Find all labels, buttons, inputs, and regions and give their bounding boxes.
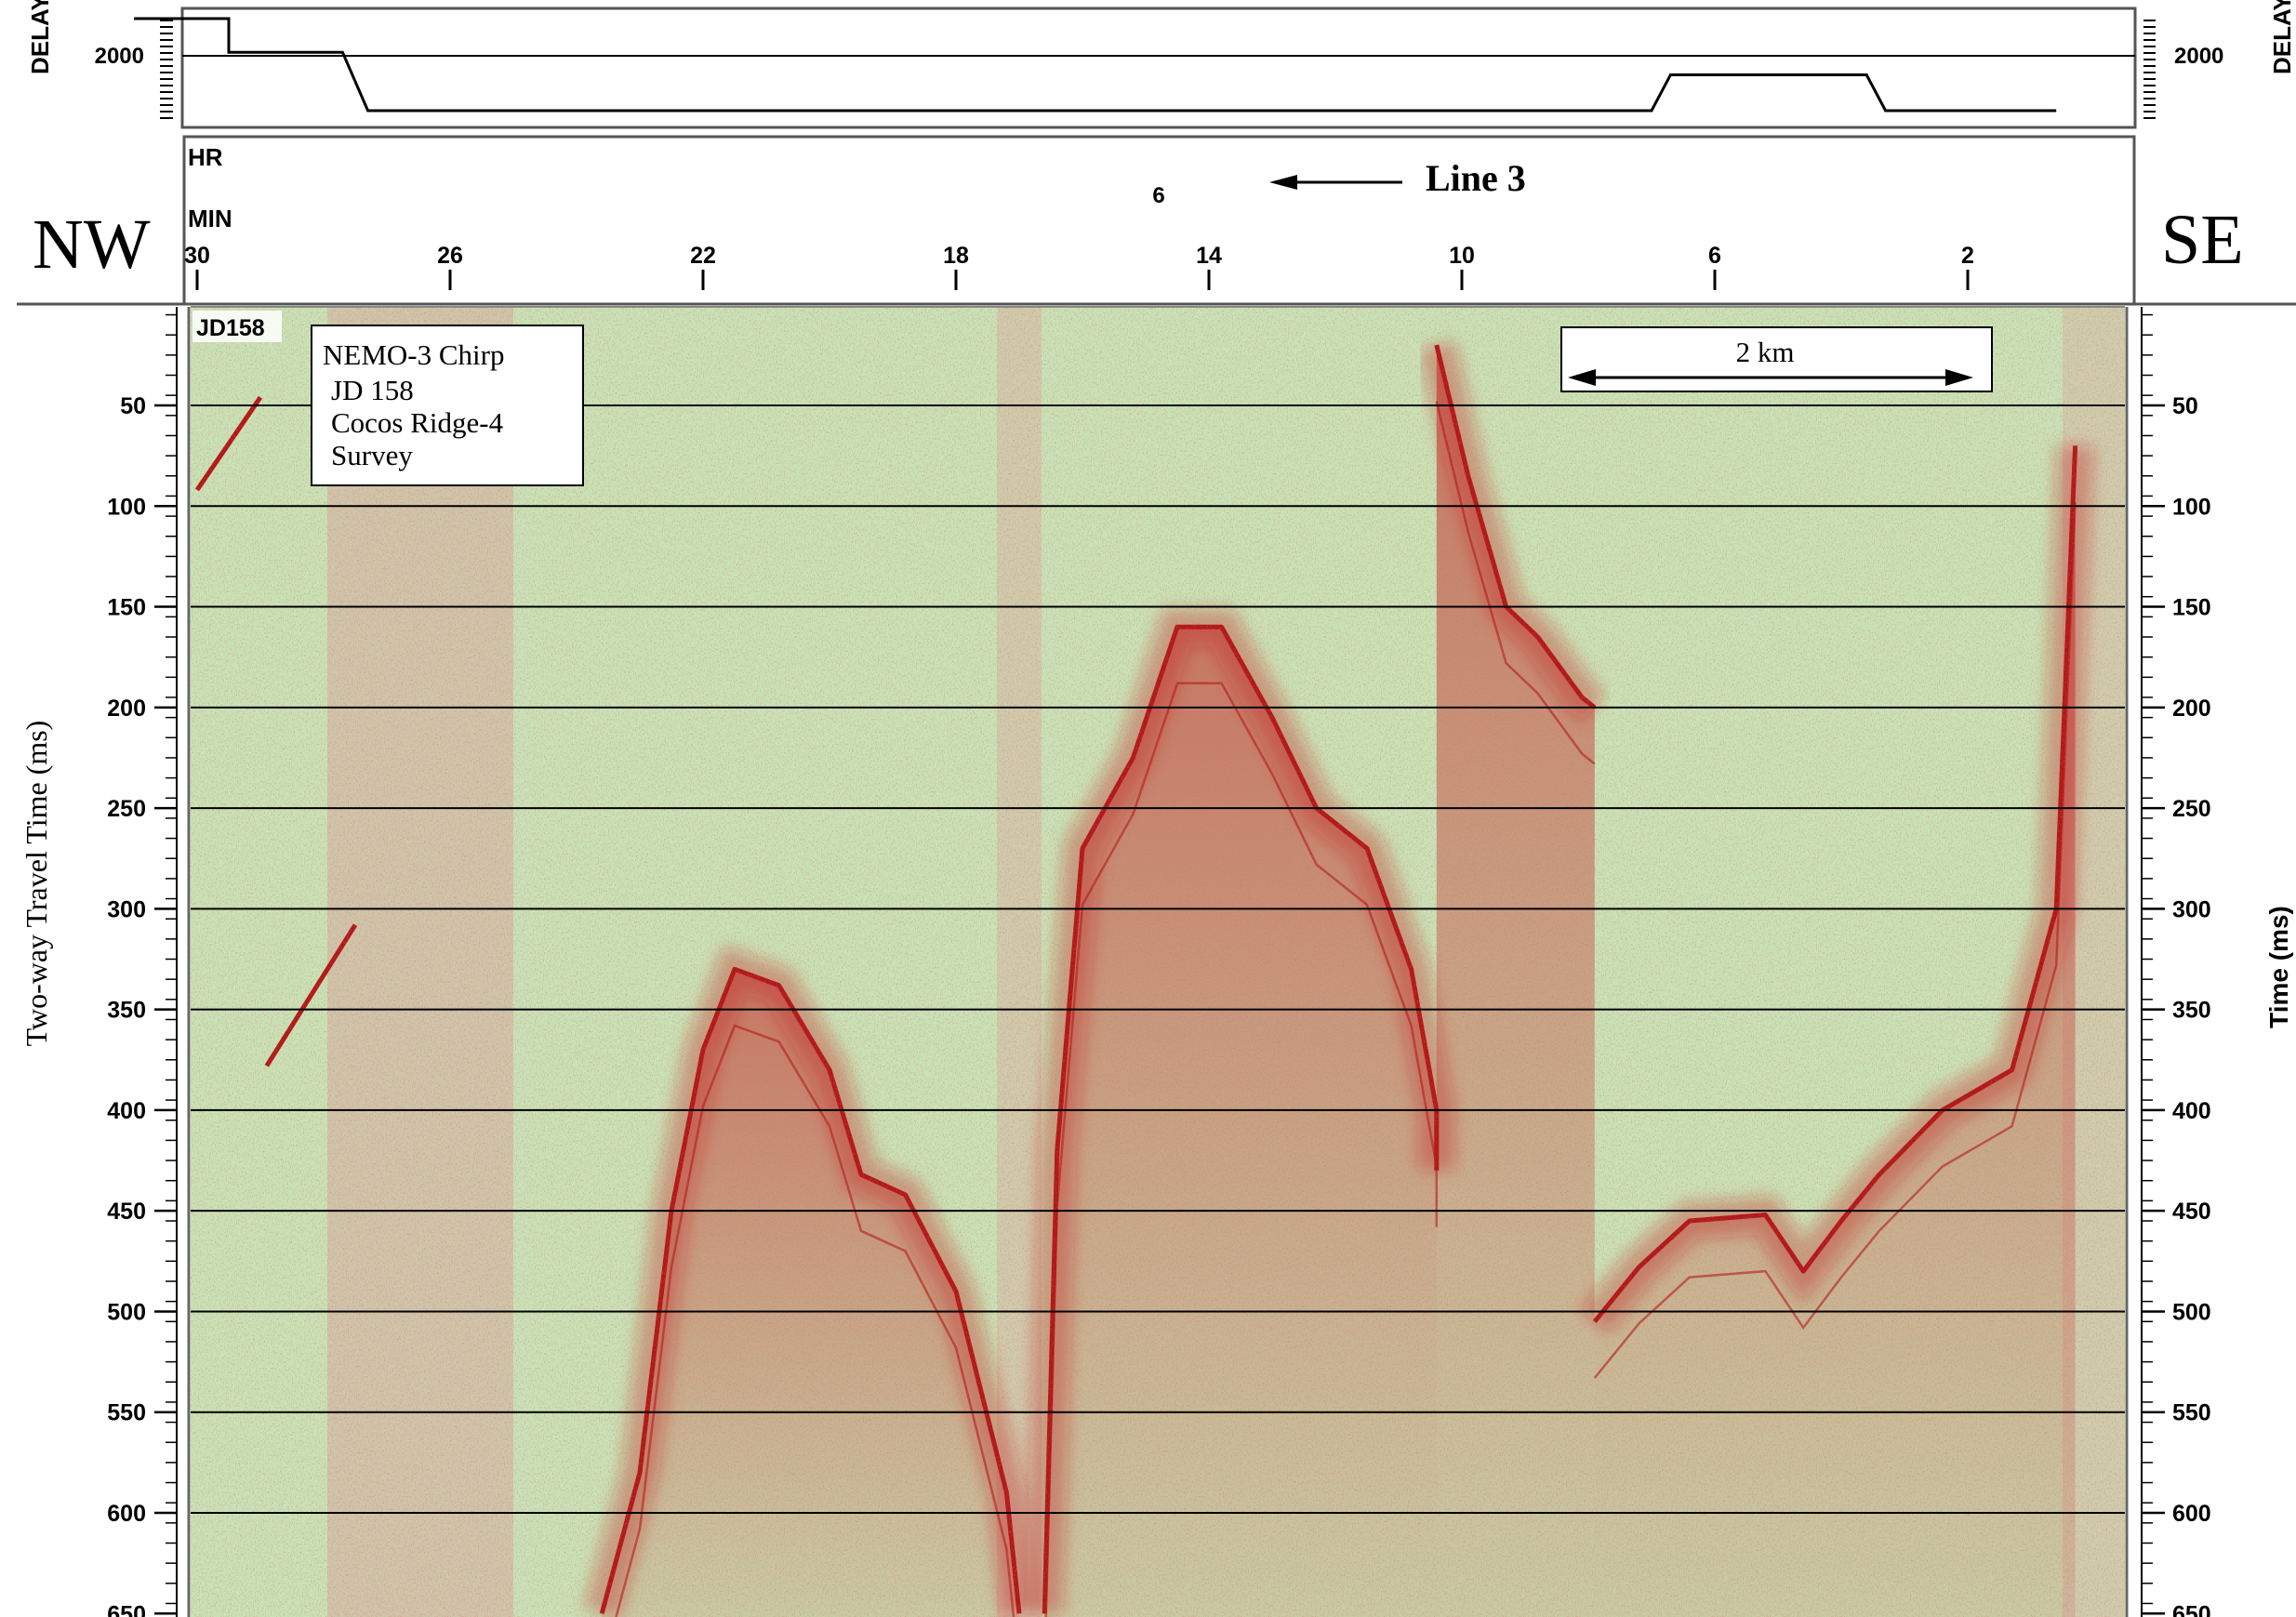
line-title: Line 3 (1426, 157, 1526, 199)
delay-trace (134, 17, 2057, 113)
y-tick-label-right: 450 (2172, 1199, 2211, 1225)
y-tick-label-right: 350 (2172, 998, 2211, 1024)
y-tick-label-left: 550 (107, 1400, 146, 1426)
hour-value: 6 (1152, 183, 1164, 208)
hr-label: HR (188, 143, 223, 171)
y-tick-label-right: 400 (2172, 1098, 2211, 1124)
y-tick-label-right: 300 (2172, 896, 2211, 922)
record-tag: JD158 (192, 311, 282, 342)
y-axis-label-left: Two-way Travel Time (ms) (20, 721, 53, 1047)
y-tick-label-right: 500 (2172, 1299, 2211, 1325)
y-tick-label-right: 550 (2172, 1400, 2211, 1426)
y-tick-label-left: 650 (107, 1601, 146, 1617)
y-tick-label-left: 600 (107, 1501, 146, 1527)
minute-tick-label: 14 (1196, 243, 1222, 269)
minute-tick-label: 10 (1449, 243, 1475, 269)
grid-lines (191, 404, 2125, 1514)
y-axis-left: 50 100 150 200 250 300 350 400 450 500 550 600 650 (107, 307, 178, 1617)
minute-tick-label: 6 (1708, 243, 1721, 269)
minute-tick-label: 2 (1961, 243, 1974, 269)
y-tick-label-right: 50 (2172, 393, 2198, 419)
delay-panel: DELAY DELAY 2000 2000 (26, 0, 2296, 129)
direction-se: SE (2161, 201, 2244, 279)
info-line-3: Cocos Ridge-4 (331, 406, 504, 439)
y-tick-label-right: 200 (2172, 696, 2211, 722)
info-line-2: JD 158 (331, 374, 414, 406)
y-tick-label-left: 100 (107, 494, 146, 520)
info-box: NEMO-3 Chirp JD 158 Cocos Ridge-4 Survey (311, 325, 584, 486)
y-tick-label-left: 400 (107, 1098, 146, 1124)
minute-tick-label: 22 (690, 243, 716, 269)
y-tick-label-left: 500 (107, 1299, 146, 1325)
y-tick-label-left: 200 (107, 696, 146, 722)
speckle-texture (191, 307, 2125, 1617)
direction-nw: NW (33, 205, 151, 284)
y-axis-label-right: Time (ms) (2264, 906, 2293, 1028)
min-label: MIN (188, 205, 232, 232)
seismic-plot (187, 306, 2129, 1617)
record-tag-text: JD158 (196, 315, 265, 341)
y-tick-label-left: 250 (107, 796, 146, 822)
minute-tick-label: 30 (184, 243, 210, 269)
delay-label-right: DELAY (2268, 0, 2296, 74)
y-tick-label-right: 150 (2172, 595, 2211, 621)
delay-tick-left: 2000 (95, 44, 144, 69)
delay-minor-ticks (160, 20, 2156, 119)
time-header-panel: NW SE HR MIN 6 Line 3 30 26 22 18 14 10 6 2 (17, 135, 2296, 306)
y-tick-label-right: 600 (2172, 1501, 2211, 1527)
info-line-1: NEMO-3 Chirp (323, 338, 504, 371)
y-tick-label-left: 300 (107, 896, 146, 922)
y-axis-right: 50 100 150 200 250 300 350 400 450 500 550 600 650 (2139, 307, 2211, 1617)
scale-bar: 2 km (1560, 326, 1993, 392)
y-tick-label-right: 650 (2172, 1601, 2211, 1617)
y-tick-label-right: 250 (2172, 796, 2211, 822)
line-direction-arrow (1269, 175, 1402, 190)
y-tick-label-left: 450 (107, 1199, 146, 1225)
minute-ticks: 30 26 22 18 14 10 6 2 (184, 243, 1974, 290)
y-tick-label-left: 150 (107, 595, 146, 621)
info-line-4: Survey (331, 439, 413, 471)
y-tick-label-left: 350 (107, 998, 146, 1024)
minute-tick-label: 26 (437, 243, 463, 269)
y-tick-label-right: 100 (2172, 494, 2211, 520)
delay-tick-right: 2000 (2174, 44, 2223, 69)
scale-bar-label: 2 km (1736, 336, 1795, 368)
y-tick-label-left: 50 (120, 393, 146, 419)
minute-tick-label: 18 (943, 243, 969, 269)
delay-label-left: DELAY (26, 0, 54, 74)
